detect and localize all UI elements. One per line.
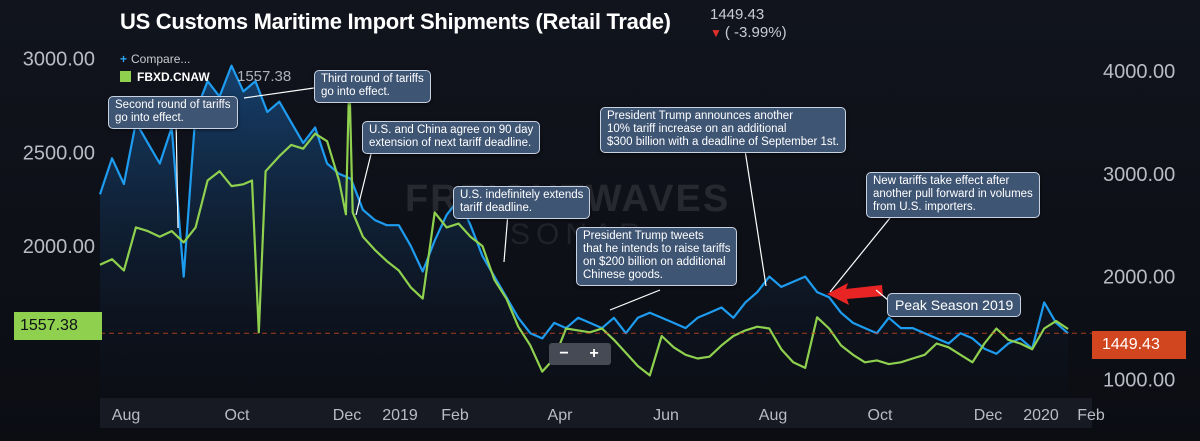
annotation-90-day-extension: U.S. and China agree on 90 day extension… (362, 121, 541, 154)
x-axis-tick-label: Oct (868, 407, 893, 424)
annotation-200-billion: President Trump tweets that he intends t… (576, 227, 738, 286)
zoom-out-button[interactable]: − (559, 345, 569, 362)
peak-season-arrow (827, 283, 883, 305)
y-axis-left-tick-label: 3000.00 (23, 49, 95, 71)
x-axis-tick-label: Aug (759, 407, 787, 424)
annotation-second-round: Second round of tariffs go into effect. (108, 96, 238, 129)
chart-title: US Customs Maritime Import Shipments (Re… (120, 9, 671, 34)
series-area-us-customs (100, 65, 1069, 396)
legend-swatch (120, 71, 131, 82)
legend-series-label: FBXD.CNAW (137, 70, 210, 84)
series-line-us-customs (98, 64, 1069, 355)
y-axis-right-tick-label: 1000.00 (1103, 370, 1175, 392)
annotation-pointer-line (243, 87, 315, 99)
annotation-pointer-line (355, 149, 373, 216)
x-axis-tick-label: Apr (548, 407, 574, 424)
legend-series[interactable]: FBXD.CNAW (120, 70, 210, 84)
x-axis-tick-label: 2019 (382, 407, 418, 424)
annotation-pointer-line (175, 117, 179, 229)
plus-icon: + (120, 52, 128, 66)
x-axis-band (100, 398, 1092, 428)
change-value: ( -3.99%) (724, 24, 787, 41)
annotation-pointer-line (503, 212, 509, 263)
y-axis-right-tick-label: 2000.00 (1103, 267, 1175, 289)
compare-label: Compare... (131, 52, 191, 66)
x-axis-tick-label: Oct (225, 407, 250, 424)
annotation-300-billion: President Trump announces another 10% ta… (600, 107, 847, 153)
annotation-indefinite-extension: U.S. indefinitely extends tariff deadlin… (453, 186, 591, 219)
peak-season-label: Peak Season 2019 (887, 293, 1022, 317)
x-axis-tick-label: Jun (653, 407, 679, 424)
compare-button[interactable]: + Compare... (120, 52, 190, 66)
change-readout: ▼( -3.99%) (710, 24, 787, 41)
zoom-controls: − + (549, 343, 611, 365)
annotation-pointer-line (829, 217, 891, 293)
x-axis-tick-label: Aug (112, 407, 140, 424)
zoom-in-button[interactable]: + (589, 345, 599, 362)
x-axis-tick-label: Dec (974, 407, 1002, 424)
legend-series-value: 1557.38 (237, 68, 292, 85)
y-axis-left-tick-label: 2500.00 (23, 142, 95, 164)
x-axis-tick-label: Feb (1077, 407, 1105, 424)
y-axis-right-tick-label: 4000.00 (1103, 61, 1175, 83)
peak-season-pointer-line (875, 289, 889, 301)
annotation-pointer-line (609, 289, 661, 311)
annotation-pointer-line (744, 149, 767, 287)
down-arrow-icon: ▼ (710, 26, 722, 40)
annotation-third-round: Third round of tariffs go into effect. (314, 70, 431, 103)
x-axis-tick-label: Feb (441, 407, 469, 424)
y-axis-left-tick-label: 2000.00 (23, 236, 95, 258)
last-value: 1449.43 (710, 6, 765, 23)
y-axis-right-tick-label: 3000.00 (1103, 164, 1175, 186)
left-value-tag: 1557.38 (14, 312, 102, 340)
right-value-tag: 1449.43 (1092, 331, 1186, 359)
x-axis-tick-label: Dec (333, 407, 361, 424)
x-axis-tick-label: 2020 (1023, 407, 1059, 424)
series-line-fbxd-cnaw (99, 76, 1069, 377)
annotation-new-tariffs: New tariffs take effect after another pu… (866, 172, 1040, 218)
